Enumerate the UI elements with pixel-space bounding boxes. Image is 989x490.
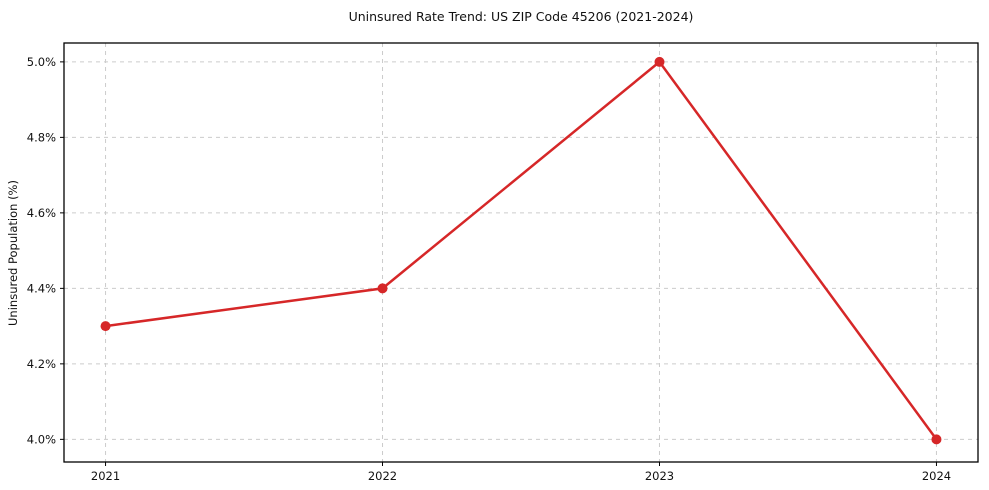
chart-title: Uninsured Rate Trend: US ZIP Code 45206 … [348, 9, 694, 24]
y-tick-label: 5.0% [27, 55, 56, 69]
series-line [104, 60, 938, 441]
x-tick-label: 2021 [91, 469, 120, 483]
x-tick-label: 2022 [368, 469, 397, 483]
y-tick-label: 4.0% [27, 432, 56, 446]
data-point-marker [931, 434, 942, 445]
y-tick-label: 4.6% [27, 206, 56, 220]
data-point-marker [100, 321, 111, 332]
data-point-marker [654, 56, 665, 67]
y-tick-label: 4.4% [27, 281, 56, 295]
y-tick-label: 4.8% [27, 130, 56, 144]
data-point-marker [377, 283, 388, 294]
y-tick-label: 4.2% [27, 357, 56, 371]
x-tick-label: 2024 [922, 469, 951, 483]
plot-border [63, 42, 979, 463]
x-tick-label: 2023 [645, 469, 674, 483]
